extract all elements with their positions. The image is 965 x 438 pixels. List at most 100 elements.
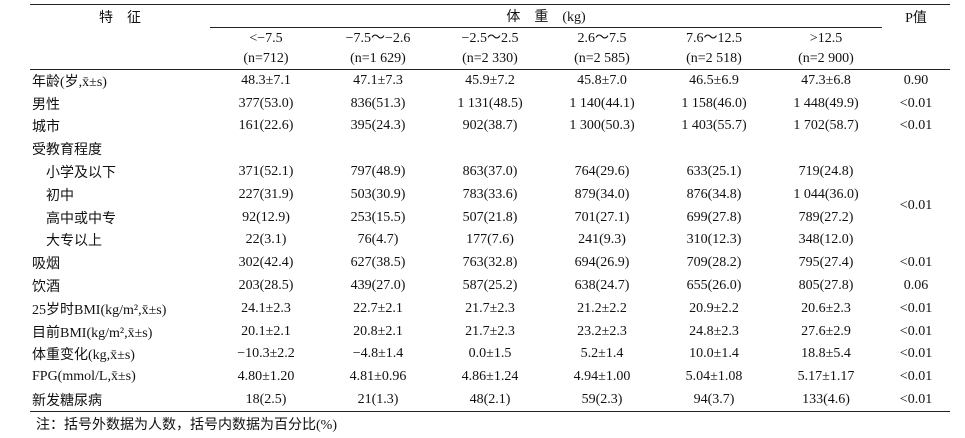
weight-range: <−7.5 — [249, 30, 283, 46]
cell: 764(29.6) — [574, 164, 630, 180]
row-label: 目前BMI(kg/m²,x̄±s) — [32, 325, 153, 341]
cell: 1 448(49.9) — [793, 95, 859, 111]
table-header: 特 征 体 重 (kg) P值 <−7.5 (n=712) −7.5～−2.6 (n=… — [30, 4, 950, 70]
note: 注：括号外数据为人数，括号内数据为百分比(%) — [36, 418, 337, 433]
row-label: FPG(mmol/L,x̄±s) — [32, 369, 136, 385]
cell: 709(28.2) — [686, 255, 742, 271]
row-label: 初中 — [46, 188, 74, 204]
weight-header: 体 重 (kg) — [210, 4, 882, 28]
cell: 46.5±6.9 — [689, 73, 739, 89]
cell: 1 300(50.3) — [569, 118, 635, 134]
cell: 5.17±1.17 — [797, 369, 855, 385]
weight-range: 7.6～12.5 — [686, 30, 742, 46]
cell: −4.8±1.4 — [352, 346, 404, 362]
table-row: 高中或中专 92(12.9) 253(15.5) 507(21.8) 701(27.1)… — [30, 206, 950, 229]
cell: 76(4.7) — [357, 232, 399, 248]
cell: 21.7±2.3 — [465, 300, 515, 316]
sample-size: (n=2 518) — [686, 50, 742, 66]
sample-size: (n=2 585) — [574, 50, 630, 66]
cell: 789(27.2) — [798, 209, 854, 225]
cell: 45.8±7.0 — [577, 73, 627, 89]
cell: 377(53.0) — [238, 95, 294, 111]
cell: 227(31.9) — [238, 186, 294, 202]
p-value: <0.01 — [899, 391, 933, 407]
cell: 20.8±2.1 — [353, 323, 403, 339]
cell: 1 140(44.1) — [569, 95, 635, 111]
cell: 1 044(36.0) — [793, 186, 859, 202]
cell: 253(15.5) — [350, 209, 406, 225]
cell: 783(33.6) — [462, 186, 518, 202]
cell: 507(21.8) — [462, 209, 518, 225]
cell: 18(2.5) — [245, 391, 287, 407]
sample-size: (n=2 900) — [798, 50, 854, 66]
table-body: 年龄(岁,x̄±s) 48.3±7.1 47.1±7.3 45.9±7.2 45.8±7… — [30, 70, 950, 412]
cell: 20.1±2.1 — [241, 323, 291, 339]
empty-cell — [882, 138, 950, 161]
column-header: <−7.5 (n=712) — [210, 28, 322, 70]
cell: 348(12.0) — [798, 232, 854, 248]
weight-range: >12.5 — [809, 30, 843, 46]
cell: 21.2±2.2 — [577, 300, 627, 316]
empty-cell — [770, 138, 882, 161]
data-table: 特 征 体 重 (kg) P值 <−7.5 (n=712) −7.5～−2.6 (n=… — [30, 4, 950, 412]
row-label: 体重变化(kg,x̄±s) — [32, 348, 135, 364]
weight-range: −7.5～−2.6 — [345, 30, 411, 46]
cell: 763(32.8) — [462, 255, 518, 271]
cell: 177(7.6) — [466, 232, 514, 248]
table-row: 城市 161(22.6) 395(24.3) 902(38.7) 1 300(50.3)… — [30, 115, 950, 138]
table-row: 目前BMI(kg/m²,x̄±s) 20.1±2.1 20.8±2.1 21.7±2.… — [30, 320, 950, 343]
cell: 21(1.3) — [357, 391, 399, 407]
row-label: 高中或中专 — [46, 211, 116, 227]
cell: 92(12.9) — [242, 209, 290, 225]
empty-cell — [322, 138, 434, 161]
empty-cell — [658, 138, 770, 161]
table-row: 初中 227(31.9) 503(30.9) 783(33.6) 879(34.0) 87… — [30, 183, 950, 206]
empty-cell — [434, 138, 546, 161]
row-label: 吸烟 — [32, 257, 60, 273]
row-label: 小学及以下 — [46, 166, 116, 182]
table-row: 吸烟 302(42.4) 627(38.5) 763(32.8) 694(26.9) 70… — [30, 252, 950, 275]
sample-size: (n=1 629) — [350, 50, 406, 66]
table-row: 25岁时BMI(kg/m²,x̄±s) 24.1±2.3 22.7±2.1 21.7±… — [30, 297, 950, 320]
sample-size: (n=2 330) — [462, 50, 518, 66]
cell: 876(34.8) — [686, 186, 742, 202]
cell: 439(27.0) — [350, 278, 406, 294]
cell: 23.2±2.3 — [577, 323, 627, 339]
table-row: 饮酒 203(28.5) 439(27.0) 587(25.2) 638(24.7) 65… — [30, 275, 950, 298]
cell: 836(51.3) — [350, 95, 406, 111]
cell: 371(52.1) — [238, 164, 294, 180]
sample-size: (n=712) — [243, 50, 289, 66]
p-value: <0.01 — [899, 255, 933, 271]
table-row: 小学及以下 371(52.1) 797(48.9) 863(37.0) 764(29.6… — [30, 161, 950, 213]
cell: 797(48.9) — [350, 164, 406, 180]
column-header: 2.6～7.5 (n=2 585) — [546, 28, 658, 70]
cell: 10.0±1.4 — [689, 346, 739, 362]
cell: 805(27.8) — [798, 278, 854, 294]
cell: 699(27.8) — [686, 209, 742, 225]
cell: 203(28.5) — [238, 278, 294, 294]
p-value: <0.01 — [899, 118, 933, 134]
row-label: 受教育程度 — [32, 143, 102, 159]
column-header: 7.6～12.5 (n=2 518) — [658, 28, 770, 70]
row-label: 新发糖尿病 — [32, 393, 102, 409]
p-value: <0.01 — [899, 95, 933, 111]
weight-range: 2.6～7.5 — [577, 30, 627, 46]
cell: 133(4.6) — [802, 391, 850, 407]
table-row: 大专以上 22(3.1) 76(4.7) 177(7.6) 241(9.3) 310(12… — [30, 229, 950, 252]
cell: 701(27.1) — [574, 209, 630, 225]
p-header: P值 — [905, 11, 927, 26]
cell: 4.86±1.24 — [461, 369, 519, 385]
cell: 1 158(46.0) — [681, 95, 747, 111]
cell: 627(38.5) — [350, 255, 406, 271]
cell: 863(37.0) — [462, 164, 518, 180]
cell: 20.9±2.2 — [689, 300, 739, 316]
cell: 18.8±5.4 — [801, 346, 851, 362]
row-label: 25岁时BMI(kg/m²,x̄±s) — [32, 302, 167, 318]
table-row: 男性 377(53.0) 836(51.3) 1 131(48.5) 1 140(44.… — [30, 92, 950, 115]
cell: 24.1±2.3 — [241, 300, 291, 316]
cell: 655(26.0) — [686, 278, 742, 294]
p-value: <0.01 — [899, 346, 933, 362]
cell: −10.3±2.2 — [237, 346, 295, 362]
cell: 48.3±7.1 — [241, 73, 291, 89]
